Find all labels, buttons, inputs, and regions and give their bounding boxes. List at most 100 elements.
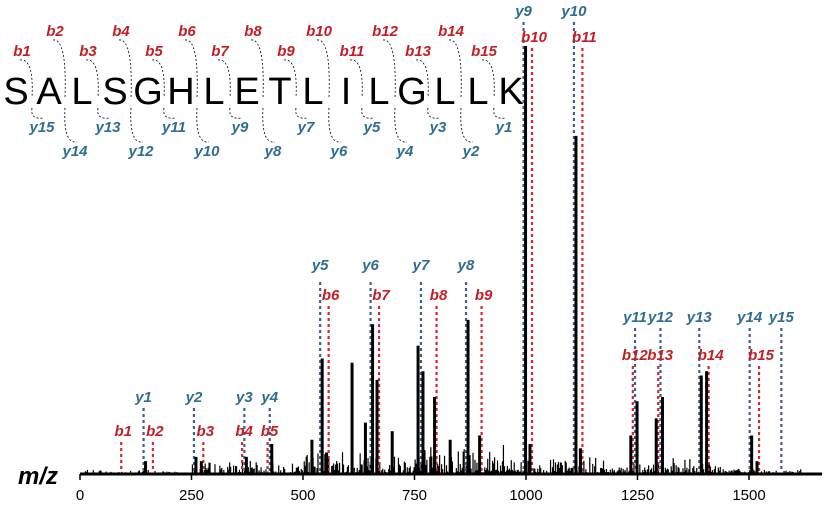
y-ion-label: y6 — [361, 257, 379, 274]
b-ion-label: b11 — [572, 29, 597, 46]
y-cleavage-bracket — [196, 107, 210, 143]
y-ion-label: y2 — [185, 389, 203, 406]
b-ion-label: b1 — [114, 423, 132, 440]
b-ion-label: b3 — [197, 423, 215, 440]
x-tick-label: 1000 — [509, 487, 542, 504]
b-cleavage-bracket — [448, 39, 462, 99]
b-ion-label: b6 — [322, 287, 340, 304]
sequence-b-label: b12 — [372, 23, 399, 40]
x-tick-label: 750 — [402, 487, 427, 504]
b-cleavage-bracket — [184, 39, 198, 99]
b-ion-label: b9 — [475, 287, 493, 304]
sequence-residue: I — [341, 71, 352, 113]
sequence-y-label: y1 — [495, 119, 513, 136]
sequence-residue: L — [203, 71, 224, 113]
b-cleavage-bracket — [19, 59, 33, 99]
spectrum-peaks — [144, 46, 759, 474]
y-cleavage-bracket — [64, 107, 78, 143]
sequence-residue: S — [102, 71, 127, 113]
y-ion-label: y8 — [457, 257, 475, 274]
y-cleavage-bracket — [295, 107, 309, 119]
sequence-residue: S — [3, 71, 28, 113]
sequence-b-label: b6 — [178, 23, 196, 40]
b-cleavage-bracket — [283, 59, 297, 99]
y-ion-label: y10 — [560, 3, 587, 20]
y-cleavage-bracket — [130, 107, 144, 143]
b-cleavage-bracket — [481, 59, 495, 99]
sequence-residue: K — [498, 71, 523, 113]
b-ion-label: b12 — [622, 347, 649, 364]
sequence-residue: G — [397, 71, 427, 113]
y-ion-label: y7 — [412, 257, 430, 274]
y-cleavage-bracket — [31, 107, 45, 119]
sequence-y-label: y9 — [231, 119, 249, 136]
sequence-b-label: b7 — [211, 43, 229, 60]
sequence-b-label: b14 — [438, 23, 465, 40]
sequence-y-label: y11 — [161, 119, 186, 136]
b-cleavage-bracket — [382, 39, 396, 99]
sequence-b-label: b2 — [46, 23, 64, 40]
sequence-residue: E — [234, 71, 259, 113]
sequence-b-label: b9 — [277, 43, 295, 60]
b-ion-label: b13 — [647, 347, 674, 364]
x-axis-ticks: 0 250 500 750 1000 1250 1500 — [76, 474, 766, 504]
y-cleavage-bracket — [361, 107, 375, 119]
y-ion-label: y5 — [311, 257, 329, 274]
y-cleavage-bracket — [328, 107, 342, 143]
b-ion-label: b14 — [698, 347, 725, 364]
sequence-y-label: y2 — [462, 143, 480, 160]
sequence-y-label: y4 — [396, 143, 414, 160]
y-ion-label: y4 — [260, 389, 278, 406]
peptide-sequence-map: S A L S G H L E T L I L G L L Kb1b2b3b4b5b6b7b8b9b10b11… — [3, 23, 523, 160]
b-ion-label: b4 — [235, 423, 253, 440]
y-ion-label: y14 — [736, 309, 763, 326]
sequence-residue: L — [71, 71, 92, 113]
sequence-b-label: b13 — [405, 43, 432, 60]
b-cleavage-bracket — [250, 39, 264, 99]
noise-peaks — [84, 445, 802, 474]
sequence-b-label: b5 — [145, 43, 163, 60]
sequence-b-label: b4 — [112, 23, 130, 40]
x-tick-label: 250 — [179, 487, 204, 504]
sequence-b-label: b11 — [340, 43, 365, 60]
b-cleavage-bracket — [118, 39, 132, 99]
sequence-y-label: y3 — [429, 119, 447, 136]
b-cleavage-bracket — [316, 39, 330, 99]
x-tick-label: 1500 — [732, 487, 765, 504]
b-ion-label: b10 — [521, 29, 548, 46]
sequence-residue: G — [133, 71, 163, 113]
y-ion-label: y11 — [622, 309, 647, 326]
y-cleavage-bracket — [427, 107, 441, 119]
sequence-residue: L — [434, 71, 455, 113]
b-ion-label: b8 — [430, 287, 448, 304]
sequence-y-label: y6 — [330, 143, 348, 160]
b-ion-label: b5 — [261, 423, 279, 440]
sequence-b-label: b3 — [79, 43, 97, 60]
y-ion-label: y13 — [686, 309, 713, 326]
sequence-y-label: y10 — [193, 143, 220, 160]
b-cleavage-bracket — [52, 39, 66, 99]
sequence-y-label: y13 — [94, 119, 121, 136]
sequence-residue: L — [368, 71, 389, 113]
sequence-residue: L — [302, 71, 323, 113]
b-ion-label: b7 — [372, 287, 390, 304]
x-tick-label: 500 — [290, 487, 315, 504]
sequence-b-label: b8 — [244, 23, 262, 40]
sequence-b-label: b1 — [13, 43, 31, 60]
y-ion-label: y1 — [134, 389, 152, 406]
sequence-y-label: y15 — [28, 119, 55, 136]
x-axis-title: m/z — [18, 463, 58, 490]
sequence-y-label: y7 — [297, 119, 315, 136]
sequence-y-label: y8 — [264, 143, 282, 160]
y-ion-label: y15 — [768, 309, 795, 326]
b-cleavage-bracket — [151, 59, 165, 99]
sequence-residue: H — [167, 71, 194, 113]
b-cleavage-bracket — [349, 59, 363, 99]
y-cleavage-bracket — [163, 107, 177, 119]
y-ion-label: y3 — [235, 389, 253, 406]
sequence-residue: T — [268, 71, 291, 113]
y-ion-label: y12 — [647, 309, 674, 326]
x-tick-label: 0 — [76, 487, 84, 504]
x-tick-label: 1250 — [621, 487, 654, 504]
